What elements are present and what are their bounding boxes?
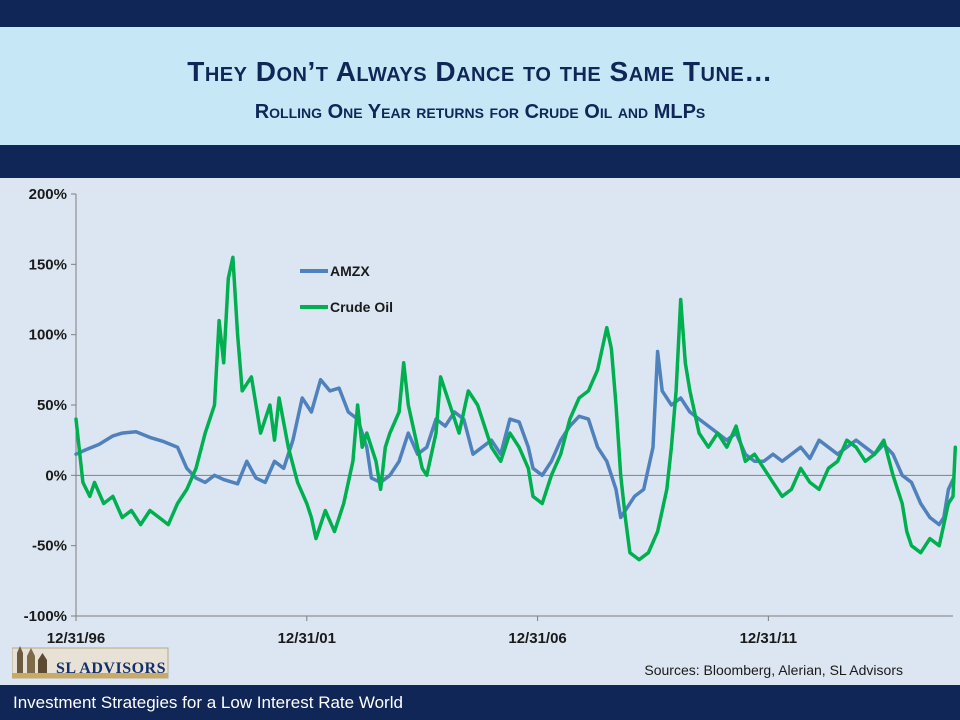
legend-crude-oil-label: Crude Oil bbox=[330, 299, 393, 315]
logo-text: SL ADVISORS bbox=[56, 660, 166, 677]
y-tick-label: 50% bbox=[37, 397, 67, 414]
title-panel bbox=[0, 27, 960, 145]
y-tick-label: 100% bbox=[29, 327, 67, 344]
legend-amzx-label: AMZX bbox=[330, 263, 370, 279]
y-tick-label: -50% bbox=[32, 538, 67, 555]
y-tick-label: 150% bbox=[29, 256, 67, 273]
x-tick-label: 12/31/96 bbox=[47, 630, 105, 647]
footer-text: Investment Strategies for a Low Interest… bbox=[13, 693, 403, 712]
big-ben-logo-icon bbox=[12, 646, 169, 679]
line-chart: 200% 150% 100% 50% 0% -50% -100% 12/31/96 12/31/… bbox=[24, 186, 958, 647]
x-tick-label: 12/31/11 bbox=[740, 630, 798, 647]
y-tick-label: -100% bbox=[24, 608, 67, 625]
divider-band bbox=[0, 145, 960, 178]
x-tick-label: 12/31/01 bbox=[278, 630, 336, 647]
top-band bbox=[0, 0, 960, 27]
slide-subtitle: Rolling One Year returns for Crude Oil a… bbox=[254, 101, 706, 123]
series-amzx-line bbox=[74, 349, 955, 527]
sources-note: Sources: Bloomberg, Alerian, SL Advisors bbox=[644, 662, 903, 678]
y-tick-label: 200% bbox=[29, 186, 67, 203]
series-crude-oil-line bbox=[74, 255, 958, 562]
x-tick-label: 12/31/06 bbox=[508, 630, 566, 647]
slide-title: They Don’t Always Dance to the Same Tune… bbox=[187, 56, 773, 87]
footer-band: Investment Strategies for a Low Interest… bbox=[0, 685, 960, 720]
y-tick-label: 0% bbox=[45, 467, 67, 484]
chart-area: 200% 150% 100% 50% 0% -50% -100% 12/31/96 12/31/… bbox=[0, 178, 960, 686]
